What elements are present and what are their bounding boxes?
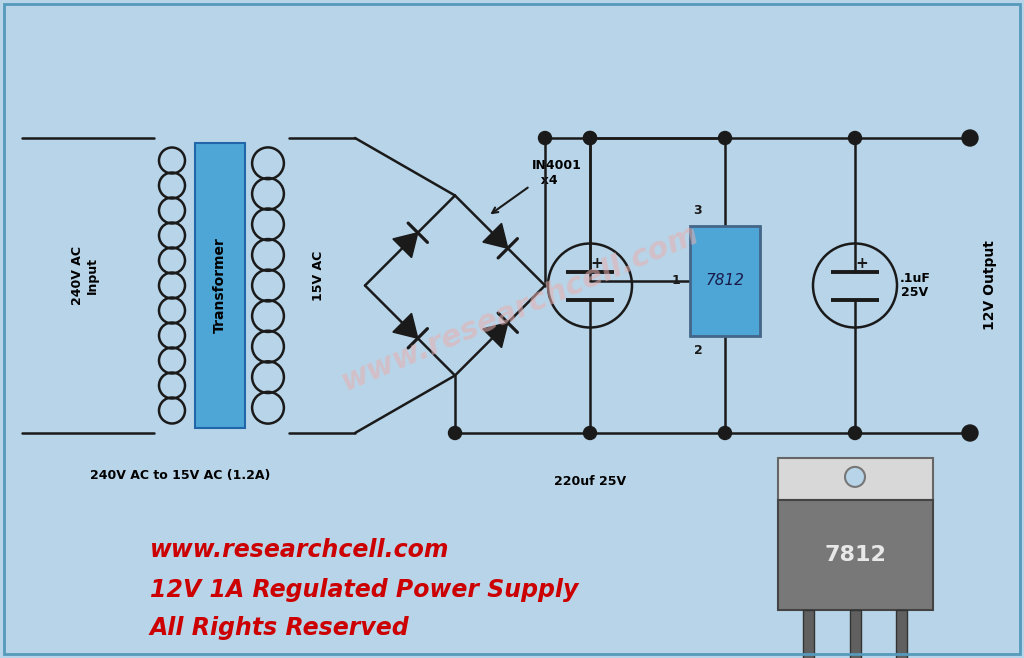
Polygon shape [483,223,508,248]
Bar [850,610,860,658]
Text: 220uf 25V: 220uf 25V [554,475,626,488]
Circle shape [584,132,597,145]
Text: 3: 3 [693,204,702,217]
Circle shape [962,130,978,146]
Circle shape [719,132,731,145]
Bar [777,500,933,610]
Text: 1: 1 [672,274,680,287]
Bar [803,610,814,658]
Circle shape [719,426,731,440]
Bar [690,226,760,336]
Text: www.researchcell.com: www.researchcell.com [150,538,450,562]
Polygon shape [393,313,418,338]
Polygon shape [393,233,418,258]
Text: Transformer: Transformer [213,238,227,334]
Circle shape [539,132,552,145]
Bar [777,458,933,500]
Circle shape [962,425,978,441]
Circle shape [449,426,462,440]
Circle shape [845,467,865,487]
Text: 2: 2 [693,344,702,357]
Text: IN4001
  x4: IN4001 x4 [532,159,582,187]
Text: +: + [856,256,868,271]
Bar [896,610,907,658]
Text: 7812: 7812 [706,273,744,288]
Text: +: + [591,256,603,271]
Text: 240V AC to 15V AC (1.2A): 240V AC to 15V AC (1.2A) [90,468,270,482]
Text: 7812: 7812 [824,545,886,565]
Polygon shape [483,322,508,347]
Text: 15V AC: 15V AC [312,251,326,301]
Circle shape [849,426,861,440]
Text: 12V Output: 12V Output [983,241,997,330]
Text: All Rights Reserved: All Rights Reserved [150,616,410,640]
Circle shape [584,426,597,440]
Text: 240V AC
Input: 240V AC Input [71,246,99,305]
Text: www.researchcell.com: www.researchcell.com [337,219,703,397]
Text: 12V 1A Regulated Power Supply: 12V 1A Regulated Power Supply [150,578,579,602]
Text: .1uF
25V: .1uF 25V [899,272,931,299]
Bar [195,143,245,428]
Circle shape [849,132,861,145]
Circle shape [584,132,597,145]
